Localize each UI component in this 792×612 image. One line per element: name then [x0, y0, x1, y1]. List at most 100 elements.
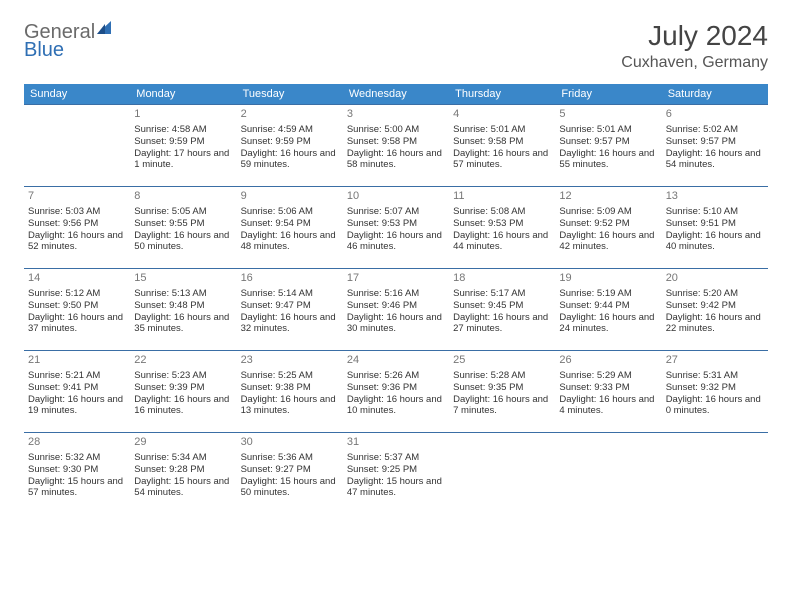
sunset-text: Sunset: 9:35 PM	[453, 382, 551, 394]
sunrise-text: Sunrise: 5:01 AM	[559, 124, 657, 136]
calendar-day-cell: 10Sunrise: 5:07 AMSunset: 9:53 PMDayligh…	[343, 187, 449, 269]
sunset-text: Sunset: 9:48 PM	[134, 300, 232, 312]
day-number: 21	[28, 354, 126, 368]
sunset-text: Sunset: 9:59 PM	[134, 136, 232, 148]
daylight-text: Daylight: 16 hours and 7 minutes.	[453, 394, 551, 418]
calendar-day-cell: 29Sunrise: 5:34 AMSunset: 9:28 PMDayligh…	[130, 433, 236, 515]
calendar-day-cell: 3Sunrise: 5:00 AMSunset: 9:58 PMDaylight…	[343, 105, 449, 187]
day-number: 29	[134, 436, 232, 450]
sunset-text: Sunset: 9:53 PM	[347, 218, 445, 230]
calendar-day-cell: 25 Sunrise: 5:28 AMSunset: 9:35 PMDayligh…	[449, 351, 555, 433]
day-number: 26	[559, 354, 657, 368]
sunset-text: Sunset: 9:45 PM	[453, 300, 551, 312]
daylight-text: Daylight: 15 hours and 50 minutes.	[241, 476, 339, 500]
sunrise-text: Sunrise: 5:34 AM	[134, 452, 232, 464]
day-number: 28	[28, 436, 126, 450]
sunrise-text: Sunrise: 5:09 AM	[559, 206, 657, 218]
sunrise-text: Sunrise: 5:17 AM	[453, 288, 551, 300]
sunset-text: Sunset: 9:57 PM	[666, 136, 764, 148]
sunset-text: Sunset: 9:25 PM	[347, 464, 445, 476]
daylight-text: Daylight: 17 hours and 1 minute.	[134, 148, 232, 172]
daylight-text: Daylight: 16 hours and 4 minutes.	[559, 394, 657, 418]
day-number: 10	[347, 190, 445, 204]
calendar-day-cell: 20Sunrise: 5:20 AMSunset: 9:42 PMDayligh…	[662, 269, 768, 351]
page-header: GeneralBlue July 2024 Cuxhaven, Germany	[24, 20, 768, 72]
calendar-day-cell: 6Sunrise: 5:02 AMSunset: 9:57 PMDaylight…	[662, 105, 768, 187]
calendar-day-cell: 30Sunrise: 5:36 AMSunset: 9:27 PMDayligh…	[237, 433, 343, 515]
sunrise-text: Sunrise: 5:10 AM	[666, 206, 764, 218]
sunrise-text: Sunrise: 5:25 AM	[241, 370, 339, 382]
weekday-header: Monday	[130, 84, 236, 105]
day-number: 16	[241, 272, 339, 286]
daylight-text: Daylight: 16 hours and 30 minutes.	[347, 312, 445, 336]
weekday-header: Thursday	[449, 84, 555, 105]
day-number: 1	[134, 108, 232, 122]
daylight-text: Daylight: 16 hours and 13 minutes.	[241, 394, 339, 418]
daylight-text: Daylight: 16 hours and 0 minutes.	[666, 394, 764, 418]
day-number: 6	[666, 108, 764, 122]
day-number: 27	[666, 354, 764, 368]
calendar-day-cell: 9Sunrise: 5:06 AMSunset: 9:54 PMDaylight…	[237, 187, 343, 269]
daylight-text: Daylight: 16 hours and 40 minutes.	[666, 230, 764, 254]
daylight-text: Daylight: 16 hours and 27 minutes.	[453, 312, 551, 336]
sunrise-text: Sunrise: 5:01 AM	[453, 124, 551, 136]
sunset-text: Sunset: 9:59 PM	[241, 136, 339, 148]
calendar-day-cell: 21Sunrise: 5:21 AMSunset: 9:41 PMDayligh…	[24, 351, 130, 433]
day-number: 14	[28, 272, 126, 286]
calendar-day-cell: 15Sunrise: 5:13 AMSunset: 9:48 PMDayligh…	[130, 269, 236, 351]
weekday-header: Friday	[555, 84, 661, 105]
daylight-text: Daylight: 16 hours and 44 minutes.	[453, 230, 551, 254]
daylight-text: Daylight: 16 hours and 50 minutes.	[134, 230, 232, 254]
sunset-text: Sunset: 9:33 PM	[559, 382, 657, 394]
day-number: 25	[453, 354, 551, 368]
brand-part2: Blue	[24, 40, 114, 60]
calendar-day-cell: 17Sunrise: 5:16 AMSunset: 9:46 PMDayligh…	[343, 269, 449, 351]
weekday-header: Tuesday	[237, 84, 343, 105]
calendar-day-cell: 19Sunrise: 5:19 AMSunset: 9:44 PMDayligh…	[555, 269, 661, 351]
sunrise-text: Sunrise: 5:21 AM	[28, 370, 126, 382]
sunset-text: Sunset: 9:50 PM	[28, 300, 126, 312]
sunset-text: Sunset: 9:42 PM	[666, 300, 764, 312]
calendar-day-cell: 1 Sunrise: 4:58 AMSunset: 9:59 PMDaylight…	[130, 105, 236, 187]
calendar-body: 1Sunrise: 4:58 AMSunset: 9:59 PMDaylight…	[24, 105, 768, 515]
sunrise-text: Sunrise: 4:58 AM	[134, 124, 232, 136]
daylight-text: Daylight: 15 hours and 54 minutes.	[134, 476, 232, 500]
sunrise-text: Sunrise: 5:23 AM	[134, 370, 232, 382]
day-number: 2	[241, 108, 339, 122]
location-label: Cuxhaven, Germany	[621, 54, 768, 72]
daylight-text: Daylight: 16 hours and 10 minutes.	[347, 394, 445, 418]
day-number: 7	[28, 190, 126, 204]
calendar-day-cell: 4Sunrise: 5:01 AMSunset: 9:58 PMDaylight…	[449, 105, 555, 187]
sunrise-text: Sunrise: 5:03 AM	[28, 206, 126, 218]
brand-logo: GeneralBlue	[24, 20, 114, 60]
day-number: 18	[453, 272, 551, 286]
daylight-text: Daylight: 16 hours and 16 minutes.	[134, 394, 232, 418]
day-number: 5	[559, 108, 657, 122]
daylight-text: Daylight: 16 hours and 48 minutes.	[241, 230, 339, 254]
calendar-day-cell: 8Sunrise: 5:05 AMSunset: 9:55 PMDaylight…	[130, 187, 236, 269]
daylight-text: Daylight: 16 hours and 46 minutes.	[347, 230, 445, 254]
sunset-text: Sunset: 9:51 PM	[666, 218, 764, 230]
calendar-page: GeneralBlue July 2024 Cuxhaven, Germany …	[0, 0, 792, 535]
sunset-text: Sunset: 9:53 PM	[453, 218, 551, 230]
sunrise-text: Sunrise: 5:36 AM	[241, 452, 339, 464]
daylight-text: Daylight: 16 hours and 58 minutes.	[347, 148, 445, 172]
day-number: 23	[241, 354, 339, 368]
sunrise-text: Sunrise: 5:31 AM	[666, 370, 764, 382]
calendar-day-cell: 14Sunrise: 5:12 AMSunset: 9:50 PMDayligh…	[24, 269, 130, 351]
day-number: 11	[453, 190, 551, 204]
calendar-week-row: 14Sunrise: 5:12 AMSunset: 9:50 PMDayligh…	[24, 269, 768, 351]
sunrise-text: Sunrise: 5:13 AM	[134, 288, 232, 300]
sunrise-text: Sunrise: 5:28 AM	[453, 370, 551, 382]
sunset-text: Sunset: 9:47 PM	[241, 300, 339, 312]
day-number: 12	[559, 190, 657, 204]
sunrise-text: Sunrise: 4:59 AM	[241, 124, 339, 136]
daylight-text: Daylight: 16 hours and 24 minutes.	[559, 312, 657, 336]
daylight-text: Daylight: 16 hours and 32 minutes.	[241, 312, 339, 336]
calendar-day-cell: 24Sunrise: 5:26 AMSunset: 9:36 PMDayligh…	[343, 351, 449, 433]
calendar-day-cell: 28Sunrise: 5:32 AMSunset: 9:30 PMDayligh…	[24, 433, 130, 515]
daylight-text: Daylight: 16 hours and 37 minutes.	[28, 312, 126, 336]
day-number: 22	[134, 354, 232, 368]
sunrise-text: Sunrise: 5:14 AM	[241, 288, 339, 300]
day-number: 17	[347, 272, 445, 286]
